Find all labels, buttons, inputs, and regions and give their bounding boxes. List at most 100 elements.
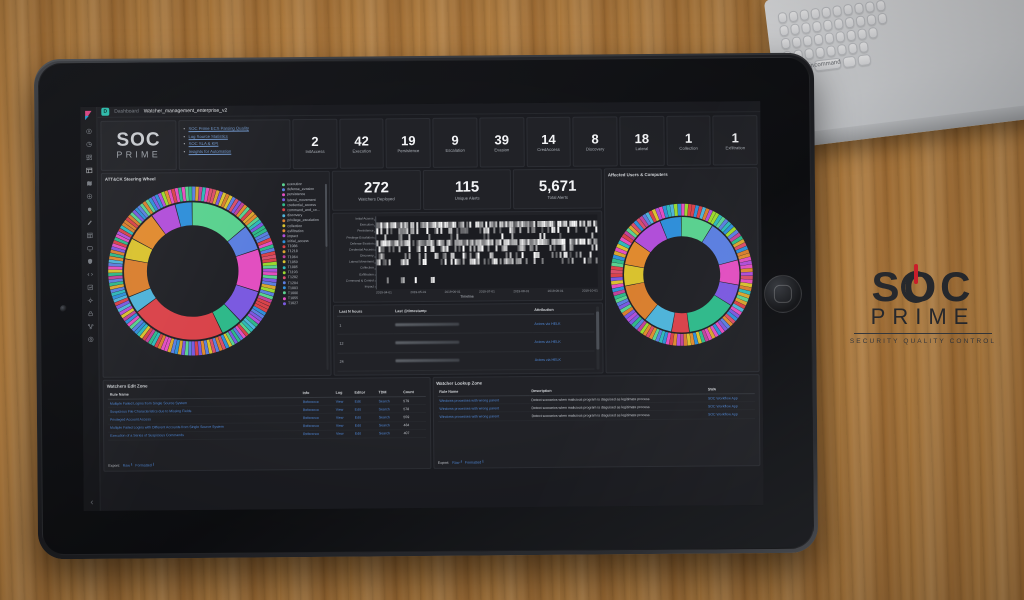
sunburst-outer-segment[interactable] xyxy=(610,273,623,278)
sunburst-outer-segment[interactable] xyxy=(192,186,196,201)
sunburst-outer-segment[interactable] xyxy=(740,279,753,284)
stat-card[interactable]: 5,671 Total Alerts xyxy=(513,168,603,210)
sunburst-outer-segment[interactable] xyxy=(232,327,244,341)
sunburst-outer-segment[interactable] xyxy=(620,304,632,313)
keyboard-key[interactable]: command xyxy=(813,57,842,72)
sunburst-inner-segment[interactable] xyxy=(132,216,166,250)
sunburst-outer-segment[interactable] xyxy=(116,231,131,240)
keyboard-key[interactable] xyxy=(836,43,848,56)
editor-link[interactable]: Edit xyxy=(352,396,377,406)
sunburst-outer-segment[interactable] xyxy=(610,269,623,274)
sunburst-outer-segment[interactable] xyxy=(686,333,692,346)
sunburst-outer-segment[interactable] xyxy=(139,203,151,217)
legend-item[interactable]: credential_access xyxy=(282,203,327,207)
table-row[interactable]: 24 Actors via HELK xyxy=(337,350,595,372)
sunburst-outer-segment[interactable] xyxy=(728,308,740,319)
sunburst-outer-segment[interactable] xyxy=(665,332,672,345)
sidebar-item-security[interactable] xyxy=(82,307,97,320)
sunburst-outer-segment[interactable] xyxy=(240,209,253,222)
metric-evasion[interactable]: 39 Evasion xyxy=(479,117,525,168)
sunburst-outer-segment[interactable] xyxy=(188,186,192,201)
sunburst-outer-segment[interactable] xyxy=(261,283,276,290)
sunburst-outer-segment[interactable] xyxy=(231,200,242,214)
sunburst-outer-segment[interactable] xyxy=(119,305,133,316)
sunburst-outer-segment[interactable] xyxy=(136,323,149,337)
sunburst-outer-segment[interactable] xyxy=(715,216,726,229)
sidebar-item-uptime[interactable] xyxy=(82,242,97,255)
tdm-link[interactable]: Search xyxy=(376,413,402,422)
sunburst-outer-segment[interactable] xyxy=(171,188,178,203)
sunburst-outer-segment[interactable] xyxy=(236,204,248,218)
keyboard-key[interactable] xyxy=(875,0,886,12)
sunburst-outer-segment[interactable] xyxy=(242,211,255,224)
sunburst-outer-segment[interactable] xyxy=(619,236,632,246)
sunburst-outer-segment[interactable] xyxy=(137,205,149,218)
quick-link-item[interactable]: SOC SLA & KPI xyxy=(184,140,286,146)
sunburst-outer-segment[interactable] xyxy=(699,206,707,220)
sunburst-outer-segment[interactable] xyxy=(164,190,172,205)
sunburst-outer-segment[interactable] xyxy=(623,230,636,241)
sunburst-outer-segment[interactable] xyxy=(151,332,161,347)
keyboard-key[interactable] xyxy=(810,7,821,20)
sunburst-outer-segment[interactable] xyxy=(164,337,172,352)
sunburst-outer-segment[interactable] xyxy=(730,306,742,316)
sunburst-outer-segment[interactable] xyxy=(713,214,723,227)
sunburst-outer-segment[interactable] xyxy=(613,250,626,258)
keyboard-key[interactable] xyxy=(847,42,858,55)
sunburst-outer-segment[interactable] xyxy=(235,325,246,339)
keyboard-key[interactable] xyxy=(857,28,868,41)
sunburst-outer-segment[interactable] xyxy=(239,322,251,335)
sunburst-outer-segment[interactable] xyxy=(241,319,254,332)
sunburst-outer-segment[interactable] xyxy=(212,189,220,205)
sunburst-outer-segment[interactable] xyxy=(683,333,688,346)
sunburst-outer-segment[interactable] xyxy=(154,194,164,209)
sunburst-outer-segment[interactable] xyxy=(642,213,652,226)
sunburst-outer-segment[interactable] xyxy=(735,297,748,306)
sunburst-outer-segment[interactable] xyxy=(720,221,732,233)
home-button[interactable] xyxy=(763,274,803,314)
sunburst-outer-segment[interactable] xyxy=(698,330,706,343)
sunburst-outer-segment[interactable] xyxy=(633,220,644,232)
legend-item[interactable]: discovery xyxy=(282,213,327,217)
keyboard-key[interactable] xyxy=(858,41,869,54)
sunburst-outer-segment[interactable] xyxy=(612,289,626,296)
sunburst-outer-segment[interactable] xyxy=(658,206,666,219)
sidebar-item-graph[interactable] xyxy=(83,320,98,333)
sunburst-outer-segment[interactable] xyxy=(111,243,127,251)
sunburst-outer-segment[interactable] xyxy=(662,331,669,344)
sunburst-outer-segment[interactable] xyxy=(215,191,223,206)
sunburst-outer-segment[interactable] xyxy=(249,310,263,322)
sunburst-outer-segment[interactable] xyxy=(110,286,125,293)
legend-item[interactable]: T1055 xyxy=(282,296,328,300)
quick-link-item[interactable]: SOC Prime ECS Parsing Quality xyxy=(183,125,285,132)
sunburst-outer-segment[interactable] xyxy=(612,286,625,293)
sunburst-outer-segment[interactable] xyxy=(262,258,277,263)
sunburst-outer-segment[interactable] xyxy=(113,240,128,248)
sunburst-outer-segment[interactable] xyxy=(262,274,278,279)
sunburst-outer-segment[interactable] xyxy=(614,247,628,255)
sunburst-inner-segment[interactable] xyxy=(192,202,245,242)
sunburst-outer-segment[interactable] xyxy=(666,204,672,218)
sunburst-outer-segment[interactable] xyxy=(612,254,625,261)
sunburst-outer-segment[interactable] xyxy=(112,292,127,300)
sunburst-outer-segment[interactable] xyxy=(616,243,629,252)
sunburst-outer-segment[interactable] xyxy=(740,268,753,273)
tdm-link[interactable]: Search xyxy=(376,404,402,414)
sunburst-outer-segment[interactable] xyxy=(124,313,138,324)
sunburst-outer-segment[interactable] xyxy=(223,333,233,348)
sunburst-outer-segment[interactable] xyxy=(263,268,278,272)
sunburst-outer-segment[interactable] xyxy=(738,288,751,295)
sunburst-inner-segment[interactable] xyxy=(175,202,193,227)
sunburst-outer-segment[interactable] xyxy=(639,322,650,335)
sunburst-outer-segment[interactable] xyxy=(121,222,136,233)
sunburst-outer-segment[interactable] xyxy=(717,319,728,332)
keyboard-key[interactable] xyxy=(813,33,824,46)
sunburst-outer-segment[interactable] xyxy=(692,332,699,345)
sidebar-item-siem[interactable] xyxy=(82,255,97,268)
sunburst-outer-segment[interactable] xyxy=(740,282,753,288)
sunburst-outer-segment[interactable] xyxy=(148,197,159,212)
sunburst-outer-segment[interactable] xyxy=(123,219,137,231)
metric-collection[interactable]: 1 Collection xyxy=(665,115,712,166)
sunburst-outer-segment[interactable] xyxy=(726,311,738,322)
sunburst-outer-segment[interactable] xyxy=(134,321,146,335)
